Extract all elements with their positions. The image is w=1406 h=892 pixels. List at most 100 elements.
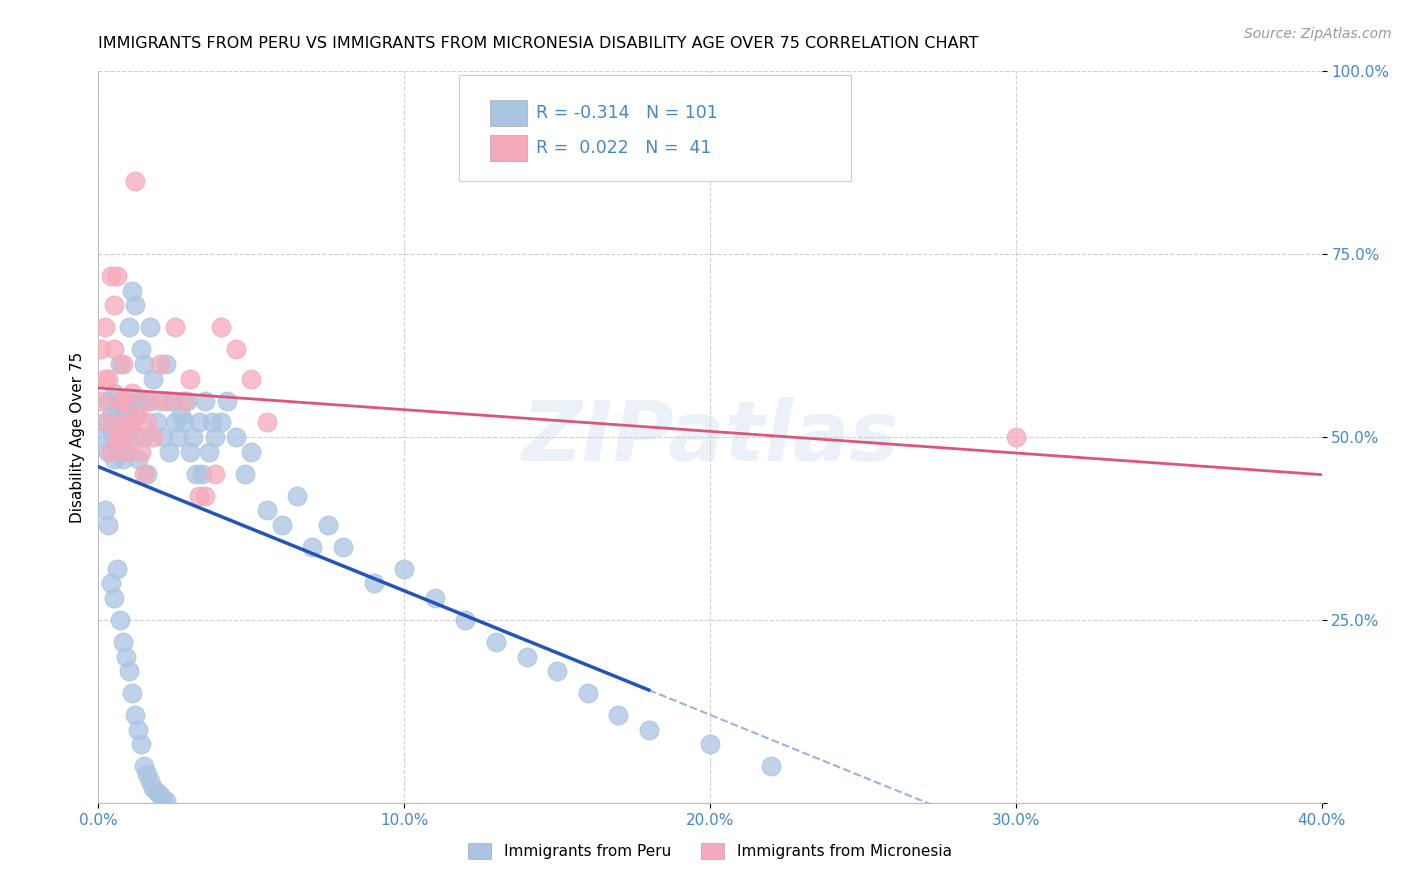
Point — [363, 576, 385, 591]
Point — [90, 430, 112, 444]
Point — [179, 444, 201, 458]
Point — [103, 343, 125, 357]
Point — [103, 386, 125, 401]
Point — [111, 357, 134, 371]
Point — [200, 416, 222, 430]
Point — [118, 416, 141, 430]
Point — [145, 416, 167, 430]
Point — [134, 759, 156, 773]
Point — [152, 430, 174, 444]
Point — [136, 416, 159, 430]
Point — [186, 467, 208, 481]
Point — [142, 371, 165, 385]
Point — [139, 320, 162, 334]
Point — [93, 416, 115, 430]
Point — [149, 393, 172, 408]
Point — [124, 708, 146, 723]
Point — [90, 393, 112, 408]
Point — [163, 320, 186, 334]
Point — [285, 489, 308, 503]
Point — [149, 357, 172, 371]
Point — [139, 393, 162, 408]
Text: R =  0.022   N =  41: R = 0.022 N = 41 — [536, 139, 711, 157]
Point — [121, 284, 143, 298]
Point — [105, 401, 128, 415]
Point — [100, 576, 122, 591]
FancyBboxPatch shape — [460, 75, 851, 181]
Point — [136, 467, 159, 481]
Point — [103, 452, 125, 467]
Point — [127, 408, 149, 422]
Point — [256, 503, 278, 517]
Point — [127, 452, 149, 467]
Point — [149, 789, 172, 803]
Point — [209, 416, 232, 430]
Point — [127, 723, 149, 737]
Point — [118, 444, 141, 458]
Point — [152, 792, 174, 806]
FancyBboxPatch shape — [489, 135, 526, 161]
Point — [115, 416, 138, 430]
Text: ZIPatlas: ZIPatlas — [522, 397, 898, 477]
Point — [100, 444, 122, 458]
Point — [108, 430, 131, 444]
Point — [136, 393, 159, 408]
Point — [173, 393, 195, 408]
Point — [204, 467, 226, 481]
Point — [485, 635, 508, 649]
Point — [124, 430, 146, 444]
Point — [176, 393, 198, 408]
Point — [136, 766, 159, 780]
Point — [332, 540, 354, 554]
Point — [134, 357, 156, 371]
Point — [197, 444, 219, 458]
Point — [392, 562, 416, 576]
Point — [97, 416, 120, 430]
Point — [163, 416, 186, 430]
Point — [134, 467, 156, 481]
Point — [111, 423, 134, 437]
Point — [105, 416, 128, 430]
Point — [155, 357, 177, 371]
Point — [699, 737, 721, 751]
Point — [93, 503, 115, 517]
Point — [108, 357, 131, 371]
Point — [121, 386, 143, 401]
Point — [145, 785, 167, 799]
Point — [90, 343, 112, 357]
Point — [108, 430, 131, 444]
Point — [142, 430, 165, 444]
Point — [256, 416, 278, 430]
Point — [93, 320, 115, 334]
Legend: Immigrants from Peru, Immigrants from Micronesia: Immigrants from Peru, Immigrants from Mi… — [460, 834, 960, 868]
Point — [124, 174, 146, 188]
Point — [97, 371, 120, 385]
Point — [167, 430, 190, 444]
Point — [129, 737, 152, 751]
Point — [194, 489, 217, 503]
Point — [115, 444, 138, 458]
Point — [516, 649, 538, 664]
Point — [1004, 430, 1026, 444]
Point — [240, 371, 263, 385]
Point — [100, 269, 122, 284]
Point — [127, 393, 149, 408]
Point — [108, 393, 131, 408]
Point — [118, 664, 141, 678]
Point — [301, 540, 323, 554]
Point — [270, 517, 292, 532]
Point — [97, 517, 120, 532]
Point — [423, 591, 446, 605]
Point — [100, 408, 122, 422]
Text: IMMIGRANTS FROM PERU VS IMMIGRANTS FROM MICRONESIA DISABILITY AGE OVER 75 CORREL: IMMIGRANTS FROM PERU VS IMMIGRANTS FROM … — [98, 36, 979, 51]
Point — [118, 320, 141, 334]
Point — [191, 467, 214, 481]
Point — [97, 444, 120, 458]
Point — [111, 393, 134, 408]
Point — [170, 408, 193, 422]
Point — [124, 408, 146, 422]
Point — [103, 591, 125, 605]
Point — [215, 393, 238, 408]
Point — [121, 686, 143, 700]
Point — [546, 664, 568, 678]
